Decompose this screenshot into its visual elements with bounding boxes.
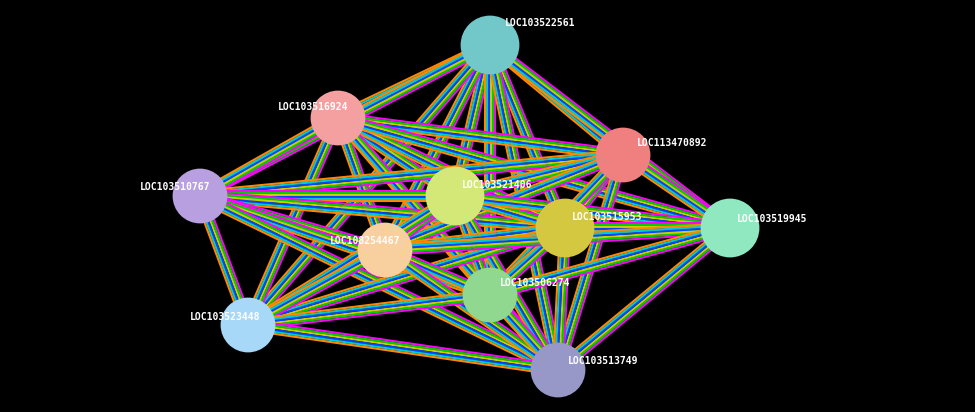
Circle shape <box>174 170 226 222</box>
Circle shape <box>597 129 649 181</box>
Circle shape <box>462 17 518 73</box>
Circle shape <box>464 269 516 321</box>
Circle shape <box>359 224 411 276</box>
Text: LOC103510767: LOC103510767 <box>140 182 211 192</box>
Text: LOC108254467: LOC108254467 <box>330 236 401 246</box>
Circle shape <box>532 344 584 396</box>
Text: LOC103523448: LOC103523448 <box>190 312 260 322</box>
Circle shape <box>537 200 593 256</box>
Text: LOC103513749: LOC103513749 <box>568 356 639 366</box>
Text: LOC103516924: LOC103516924 <box>278 102 348 112</box>
Circle shape <box>702 200 758 256</box>
Text: LOC103519945: LOC103519945 <box>737 214 807 224</box>
Text: LOC103515953: LOC103515953 <box>572 212 643 222</box>
Text: LOC113470892: LOC113470892 <box>637 138 708 148</box>
Circle shape <box>312 92 364 144</box>
Circle shape <box>427 168 483 224</box>
Text: LOC103522561: LOC103522561 <box>505 18 575 28</box>
Text: LOC103506274: LOC103506274 <box>500 278 570 288</box>
Circle shape <box>222 299 274 351</box>
Text: LOC103521406: LOC103521406 <box>462 180 532 190</box>
